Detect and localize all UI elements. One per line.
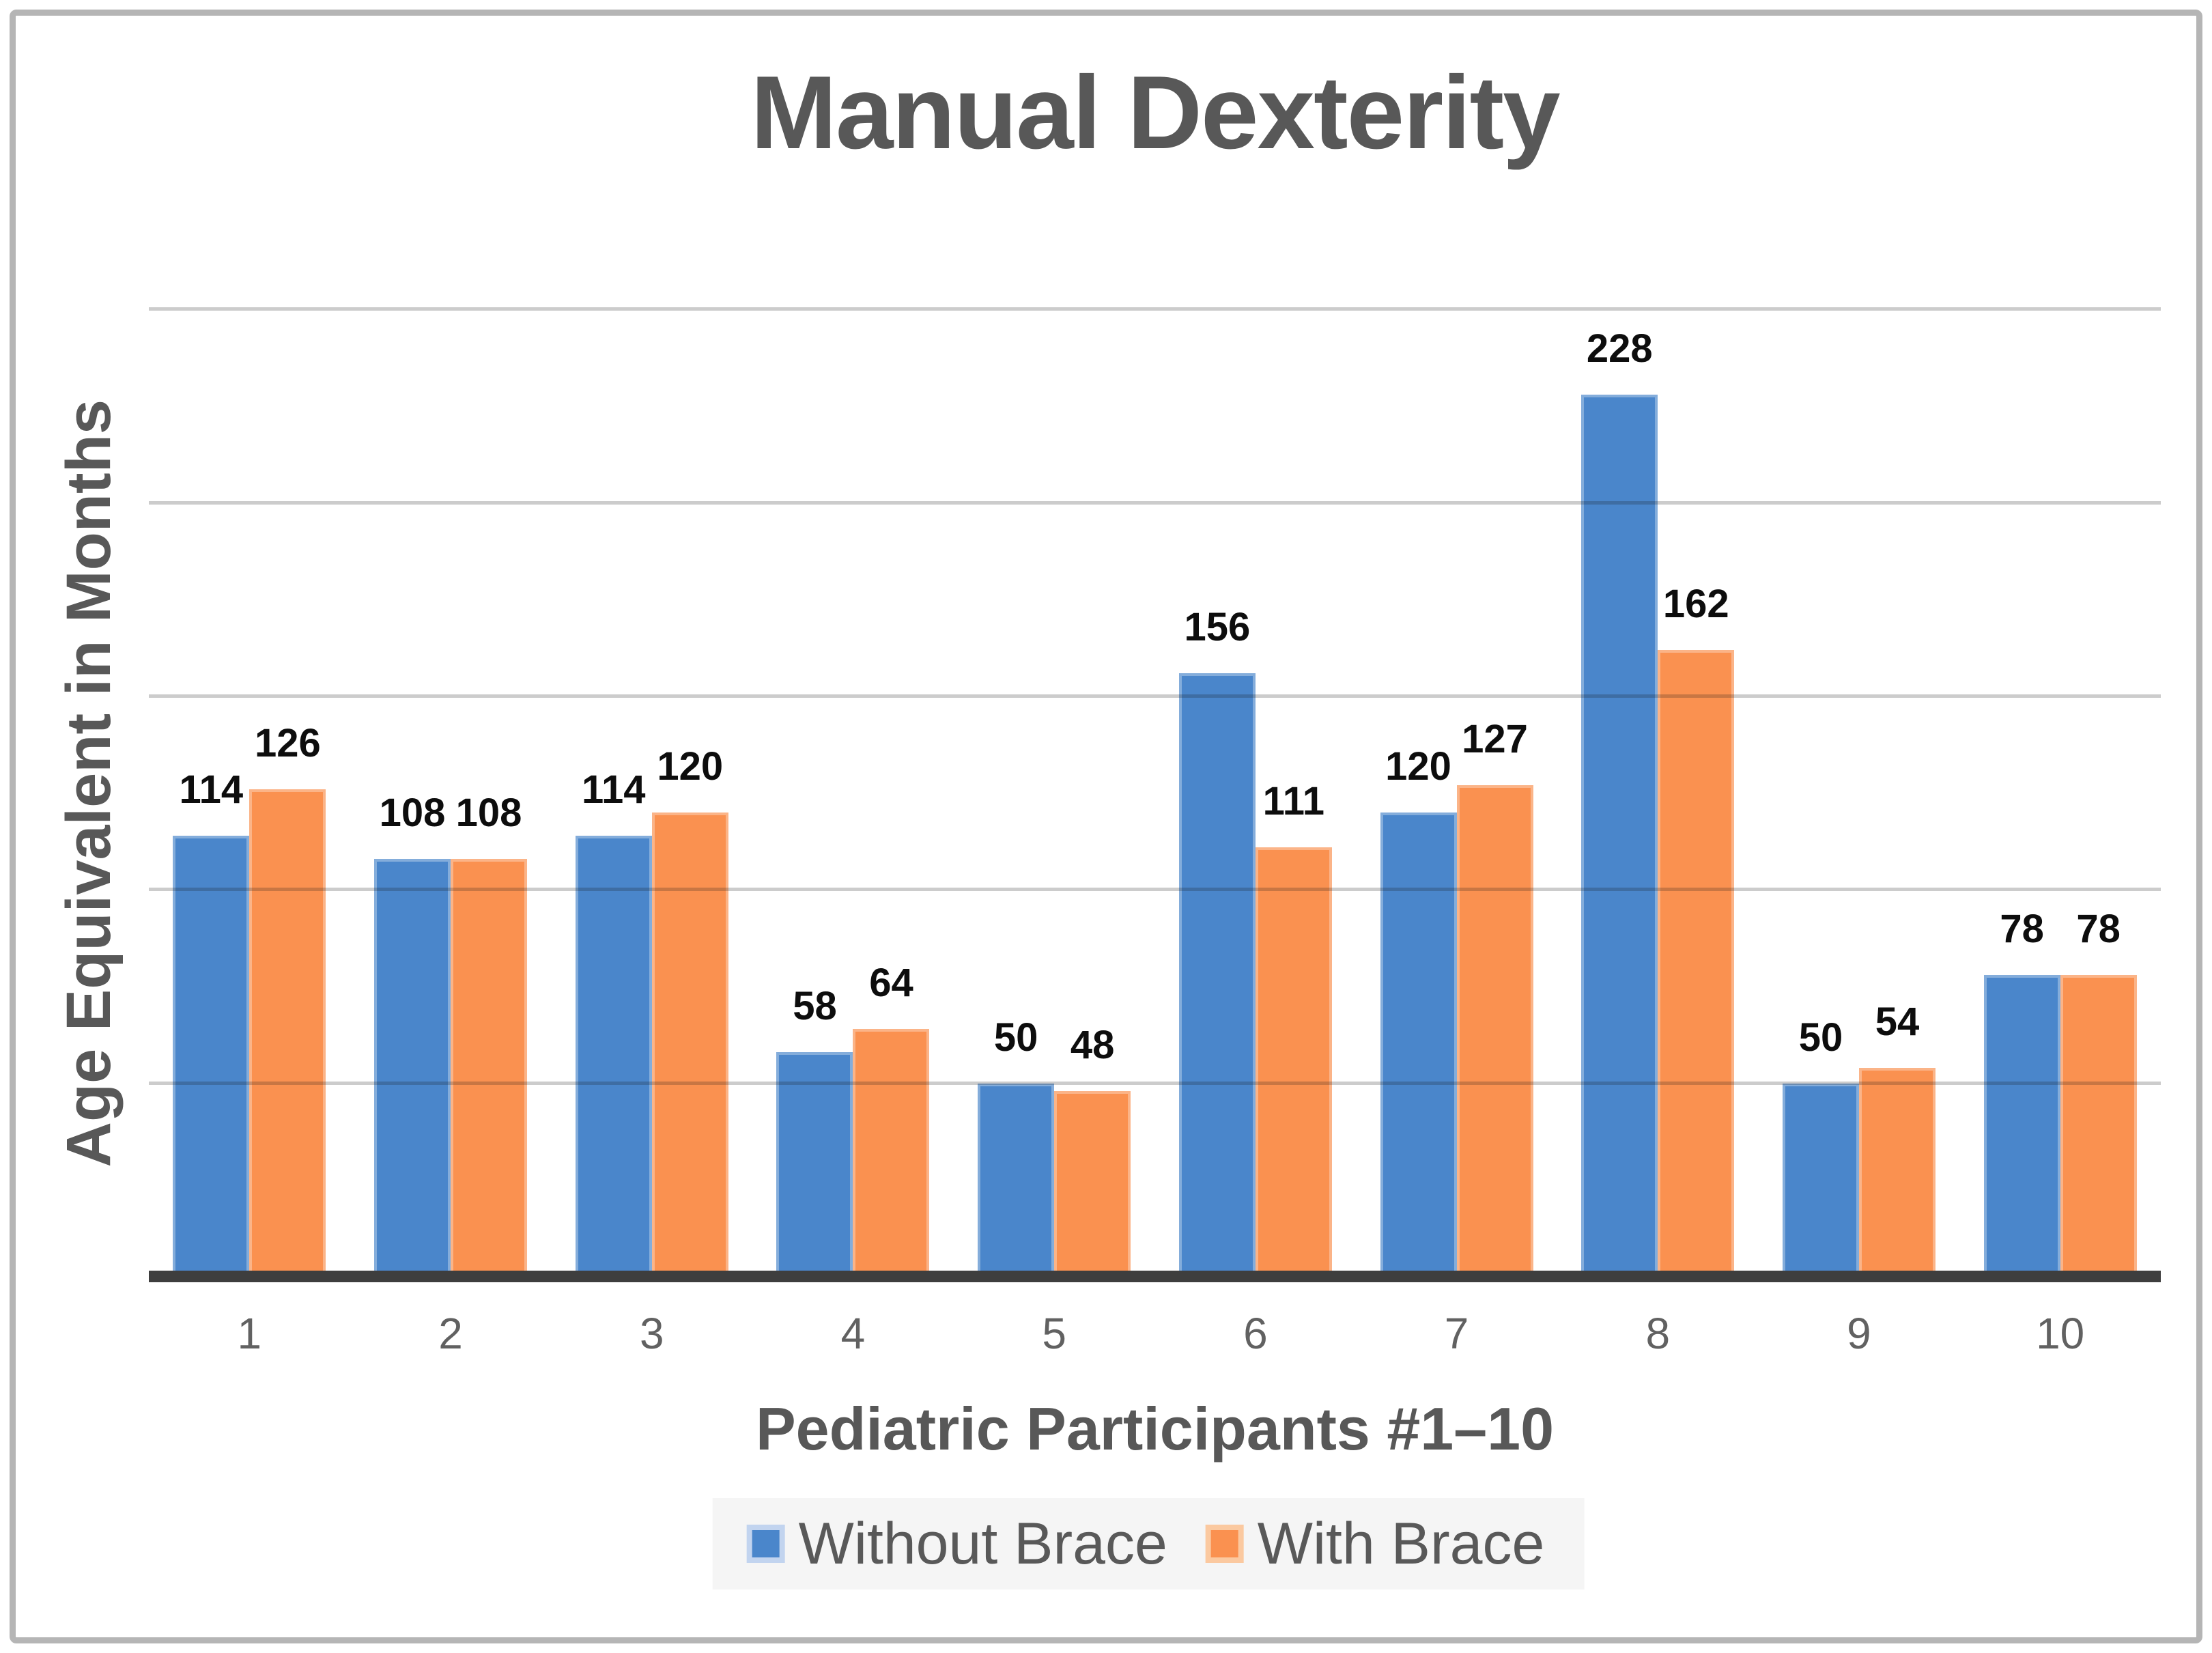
x-tick-label-2: 2 <box>438 1309 463 1358</box>
data-label-with-brace-participant-10: 78 <box>2076 907 2121 951</box>
gridline-200 <box>149 500 2161 505</box>
data-label-without-brace-participant-3: 114 <box>581 767 646 812</box>
bar-with-brace-participant-8: 162 <box>1658 582 1735 1277</box>
bar-pair-9: 50 54 <box>1782 290 1936 1277</box>
data-label-without-brace-participant-8: 228 <box>1586 326 1653 371</box>
bar-group-5: 50 48 <box>954 290 1155 1277</box>
bar-without-brace-participant-2: 108 <box>374 791 451 1277</box>
bar-without-brace-participant-1: 114 <box>173 767 250 1277</box>
x-axis-title: Pediatric Participants #1–10 <box>755 1395 1555 1463</box>
bar-with-brace-participant-9: 54 <box>1858 1000 1936 1277</box>
bar-group-3: 114 120 <box>551 290 752 1277</box>
bar-with-brace-participant-10: 78 <box>2060 907 2137 1277</box>
data-label-without-brace-participant-2: 108 <box>379 791 446 836</box>
bar-group-6: 156 111 <box>1155 290 1357 1277</box>
data-label-with-brace-participant-6: 111 <box>1262 779 1325 823</box>
x-tick-label-9: 9 <box>1847 1309 1871 1358</box>
bar-with-brace-participant-6: 111 <box>1255 779 1332 1277</box>
bar-group-10: 78 78 <box>1959 290 2161 1277</box>
bar-pair-7: 120 127 <box>1380 290 1533 1277</box>
x-tick-label-5: 5 <box>1042 1309 1066 1358</box>
legend-swatch-without-brace-icon <box>752 1530 780 1557</box>
x-tick-label-7: 7 <box>1444 1309 1469 1358</box>
plot-area: 114 126 108 108 114 120 58 64 50 48 156 111 120 127 22… <box>149 290 2161 1282</box>
bar-pair-10: 78 78 <box>1983 290 2137 1277</box>
x-tick-labels-row: 1 2 3 4 5 6 7 8 9 10 <box>149 1308 2161 1359</box>
bar-group-9: 50 54 <box>1759 290 1960 1277</box>
x-tick-label-1: 1 <box>237 1309 262 1358</box>
x-tick-label-6: 6 <box>1243 1309 1268 1358</box>
bar-without-brace-participant-4: 58 <box>776 984 853 1277</box>
data-label-without-brace-participant-9: 50 <box>1798 1015 1843 1060</box>
data-label-with-brace-participant-2: 108 <box>455 791 522 836</box>
data-label-with-brace-participant-7: 127 <box>1462 717 1528 762</box>
chart-title: Manual Dexterity <box>750 55 1560 171</box>
x-axis-line <box>149 1271 2161 1282</box>
bar-with-brace-participant-1: 126 <box>249 721 326 1277</box>
legend-label-with-brace: With Brace <box>1257 1510 1545 1577</box>
data-label-with-brace-participant-3: 120 <box>657 744 724 789</box>
y-axis-title-text: Age Equivalent in Months <box>54 399 124 1168</box>
data-label-with-brace-participant-5: 48 <box>1070 1023 1115 1067</box>
bar-pair-4: 58 64 <box>776 290 930 1277</box>
y-axis-title: Age Equivalent in Months <box>19 290 159 1277</box>
bar-pair-2: 108 108 <box>374 290 528 1277</box>
gridline-150 <box>149 694 2161 698</box>
bar-without-brace-participant-7: 120 <box>1380 744 1457 1277</box>
bar-without-brace-participant-3: 114 <box>575 767 652 1277</box>
x-tick-label-10: 10 <box>2036 1309 2085 1358</box>
data-label-with-brace-participant-9: 54 <box>1875 1000 1920 1045</box>
bar-without-brace-participant-10: 78 <box>1983 907 2060 1277</box>
bar-pair-8: 228 162 <box>1581 290 1735 1277</box>
data-label-without-brace-participant-10: 78 <box>2000 907 2044 951</box>
data-label-without-brace-participant-6: 156 <box>1184 605 1251 649</box>
bar-group-7: 120 127 <box>1356 290 1557 1277</box>
bar-with-brace-participant-4: 64 <box>853 961 930 1277</box>
gridline-50 <box>149 1081 2161 1085</box>
x-tick-label-4: 4 <box>840 1309 866 1358</box>
bar-without-brace-participant-8: 228 <box>1581 326 1658 1277</box>
x-tick-label-3: 3 <box>639 1309 664 1358</box>
bar-without-brace-participant-6: 156 <box>1178 605 1256 1277</box>
bar-with-brace-participant-7: 127 <box>1456 717 1533 1277</box>
legend-label-without-brace: Without Brace <box>798 1510 1167 1577</box>
bar-pair-3: 114 120 <box>575 290 728 1277</box>
data-label-without-brace-participant-1: 114 <box>179 767 244 812</box>
bar-with-brace-participant-5: 48 <box>1054 1023 1131 1277</box>
legend-entry-with-brace: With Brace <box>1210 1510 1545 1578</box>
data-label-without-brace-participant-7: 120 <box>1385 744 1451 789</box>
gridline-100 <box>149 888 2161 892</box>
bar-with-brace-participant-2: 108 <box>451 791 528 1277</box>
data-label-without-brace-participant-5: 50 <box>993 1015 1038 1060</box>
bar-group-1: 114 126 <box>149 290 350 1277</box>
data-label-with-brace-participant-1: 126 <box>254 721 321 765</box>
bar-pair-5: 50 48 <box>978 290 1131 1277</box>
legend-swatch-with-brace-icon <box>1210 1530 1238 1557</box>
data-label-with-brace-participant-4: 64 <box>869 961 913 1006</box>
bar-without-brace-participant-5: 50 <box>978 1015 1055 1277</box>
legend-entry-without-brace: Without Brace <box>752 1510 1167 1578</box>
legend: Without Brace With Brace <box>712 1498 1585 1590</box>
bar-without-brace-participant-9: 50 <box>1782 1015 1859 1277</box>
bar-with-brace-participant-3: 120 <box>651 744 728 1277</box>
data-label-with-brace-participant-8: 162 <box>1662 582 1729 626</box>
bars-container: 114 126 108 108 114 120 58 64 50 48 156 111 120 127 22… <box>149 290 2161 1277</box>
bar-pair-1: 114 126 <box>173 290 326 1277</box>
bar-group-2: 108 108 <box>350 290 552 1277</box>
data-label-without-brace-participant-4: 58 <box>793 984 837 1029</box>
bar-pair-6: 156 111 <box>1178 290 1332 1277</box>
gridline-250 <box>149 307 2161 311</box>
bar-group-4: 58 64 <box>752 290 954 1277</box>
x-tick-label-8: 8 <box>1645 1309 1671 1358</box>
bar-group-8: 228 162 <box>1557 290 1759 1277</box>
